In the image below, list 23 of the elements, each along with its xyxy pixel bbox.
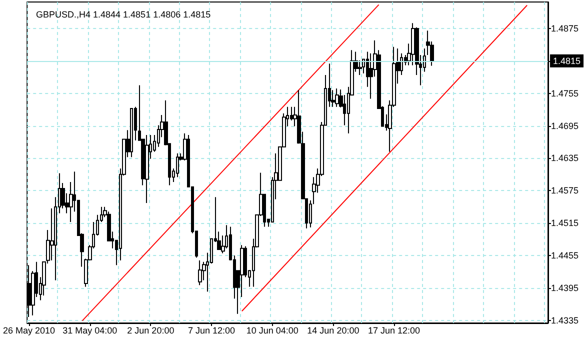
x-tick-label: 14 Jun 20:00: [307, 326, 360, 336]
candlestick: [145, 134, 149, 204]
y-tick-label: 1.4695: [551, 120, 579, 131]
x-tick-label: 2 Jun 20:00: [127, 326, 174, 336]
x-tick-label: 17 Jun 12:00: [368, 326, 420, 336]
x-tick-label: 31 May 04:00: [62, 326, 118, 336]
text: GBPUSD.,H4 1.4844 1.4851 1.4806 1.4815: [36, 10, 211, 20]
candlestick: [198, 260, 202, 286]
y-tick-label: 1.4515: [551, 218, 579, 228]
x-tick-label: 10 Jun 04:00: [246, 326, 298, 336]
y-tick-label: 1.4875: [551, 23, 579, 34]
candlestick: [335, 88, 339, 108]
x-tick-label: 26 May 2010: [2, 326, 56, 336]
ref-line-label: 1.4815: [553, 56, 581, 66]
y-tick-label: 1.4455: [551, 250, 579, 260]
y-tick-label: 1.4395: [551, 282, 579, 293]
x-tick-label: 7 Jun 12:00: [188, 326, 236, 336]
y-tick-label: 1.4575: [551, 186, 579, 196]
candlestick: [176, 152, 179, 178]
y-tick-label: 1.4335: [551, 315, 579, 326]
candlestick: [130, 108, 133, 158]
y-tick-label: 1.4755: [551, 88, 579, 98]
y-tick-label: 1.4635: [551, 153, 579, 164]
